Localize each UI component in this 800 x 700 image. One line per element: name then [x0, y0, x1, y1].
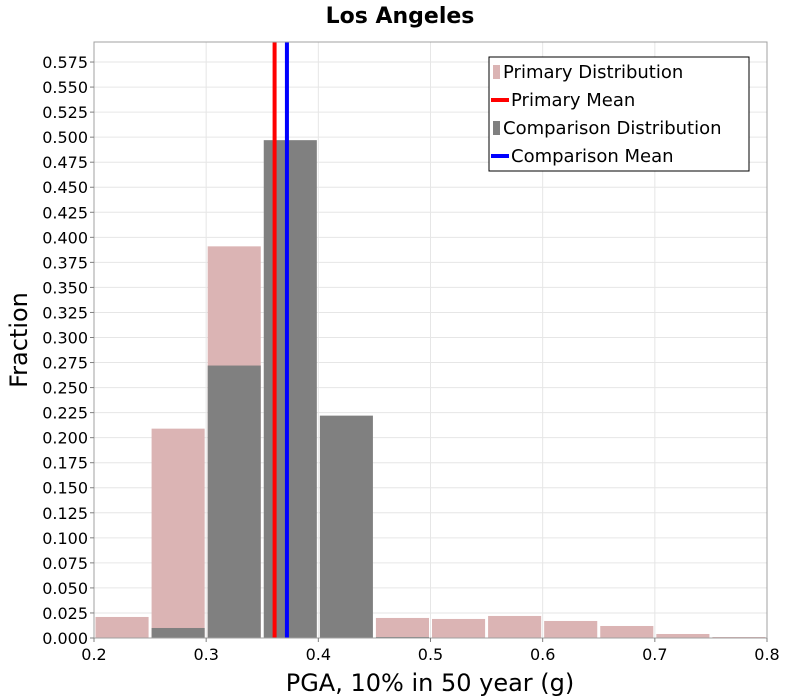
legend-label: Primary Mean [511, 90, 635, 111]
primary-bar [712, 636, 766, 638]
comparison-bar [263, 140, 317, 638]
primary-bar [151, 428, 205, 638]
legend-label: Primary Distribution [503, 62, 683, 83]
chart-title: Los Angeles [326, 4, 475, 29]
y-tick-label: 0.400 [42, 228, 88, 247]
mean-lines-group [272, 42, 289, 638]
y-tick-label: 0.350 [42, 278, 88, 297]
primary-bar [375, 617, 429, 638]
y-tick-label: 0.325 [42, 303, 88, 322]
y-tick-label: 0.450 [42, 178, 88, 197]
y-tick-label: 0.150 [42, 479, 88, 498]
y-tick-label: 0.275 [42, 354, 88, 373]
y-tick-label: 0.375 [42, 253, 88, 272]
y-tick-label: 0.050 [42, 579, 88, 598]
y-tick-label: 0.550 [42, 78, 88, 97]
y-tick-label: 0.175 [42, 454, 88, 473]
x-tick-label: 0.4 [306, 645, 331, 664]
y-tick-label: 0.525 [42, 103, 88, 122]
legend-box [488, 56, 750, 172]
y-tick-label: 0.075 [42, 554, 88, 573]
comparison-bar [375, 636, 429, 638]
legend-swatch [493, 65, 500, 79]
y-tick-label: 0.125 [42, 504, 88, 523]
legend: Primary Distribution Primary Mean Comparis… [488, 56, 750, 172]
x-tick-label: 0.5 [418, 645, 443, 664]
primary-bar [432, 618, 486, 638]
x-tick-label: 0.8 [754, 645, 779, 664]
primary-bar [488, 615, 542, 638]
y-tick-label: 0.500 [42, 128, 88, 147]
x-tick-label: 0.7 [642, 645, 667, 664]
y-tick-label: 0.250 [42, 379, 88, 398]
primary-bar [600, 625, 654, 638]
y-tick-label: 0.475 [42, 153, 88, 172]
primary-bar [544, 620, 598, 638]
comparison-bar [151, 627, 205, 638]
legend-swatch [493, 121, 500, 135]
bars-group [95, 140, 766, 639]
comparison-bar [207, 365, 261, 638]
y-tick-label: 0.000 [42, 629, 88, 648]
y-axis-label: Fraction [5, 292, 33, 388]
y-tick-label: 0.225 [42, 404, 88, 423]
y-tick-label: 0.300 [42, 328, 88, 347]
y-tick-label: 0.025 [42, 604, 88, 623]
primary-bar [95, 616, 149, 638]
y-tick-label: 0.575 [42, 53, 88, 72]
legend-label: Comparison Distribution [503, 118, 722, 139]
legend-label: Comparison Mean [511, 146, 674, 167]
y-tick-label: 0.200 [42, 429, 88, 448]
y-tick-label: 0.100 [42, 529, 88, 548]
x-axis-label: PGA, 10% in 50 year (g) [286, 669, 575, 697]
y-tick-label: 0.425 [42, 203, 88, 222]
x-tick-label: 0.6 [530, 645, 555, 664]
axes-group: 0.000 0.025 0.050 0.075 0.100 0.125 0.150 0.175… [42, 41, 780, 664]
x-tick-label: 0.3 [193, 645, 218, 664]
x-tick-label: 0.2 [81, 645, 106, 664]
comparison-bar [319, 415, 373, 638]
primary-bar [656, 633, 710, 638]
